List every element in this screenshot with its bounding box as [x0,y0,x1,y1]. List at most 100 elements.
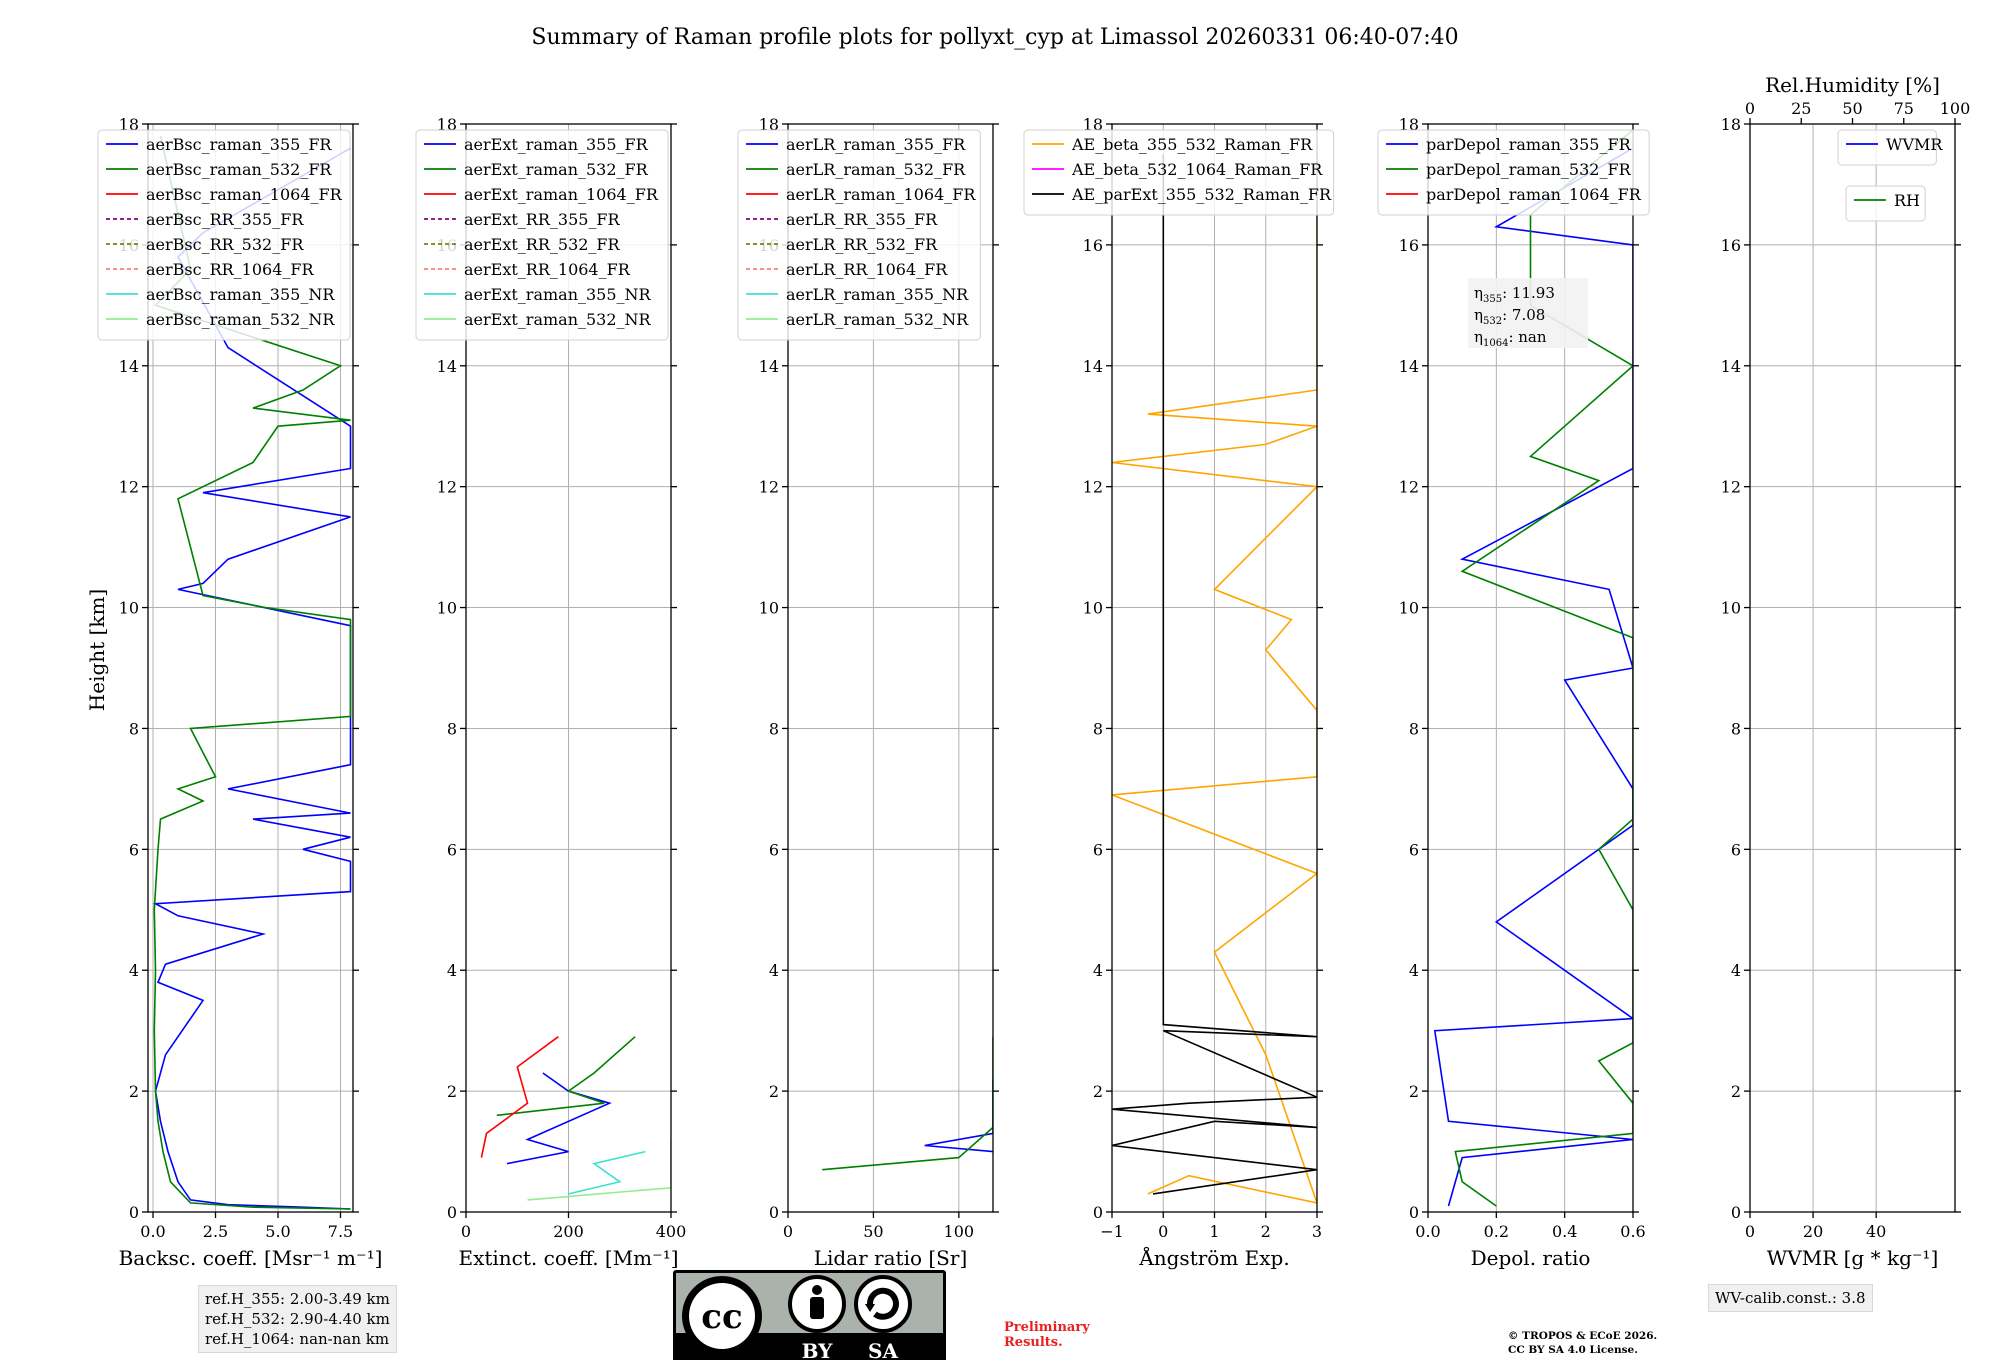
y-tick-label: 10 [759,599,779,618]
eta-box [1468,278,1588,348]
y-tick-label: 18 [1083,115,1103,134]
y-tick-label: 14 [1083,357,1103,376]
top-x-tick-label: 100 [1940,99,1971,118]
y-tick-label: 6 [769,840,779,859]
eta-line: η355: 11.93 [1474,284,1555,305]
series-line-parDepol_raman_532_FR [1454,129,1633,1207]
x-tick-label: 2 [1261,1222,1271,1241]
y-tick-label: 10 [1399,599,1419,618]
y-tick-label: 12 [437,478,457,497]
axes-frame [1427,123,1634,1213]
series-group [822,1036,993,1171]
y-tick-label: 6 [1409,840,1419,859]
cc-license-badge[interactable]: cc BY SA [673,1270,946,1360]
legend-label: aerLR_RR_532_FR [786,235,938,254]
y-tick-label: 14 [119,357,139,376]
y-tick-label: 18 [119,115,139,134]
legend-rh: RH [1845,185,1926,222]
series-group [152,135,352,1210]
legend-label: parDepol_raman_1064_FR [1426,185,1642,204]
figure-title: Summary of Raman profile plots for polly… [531,25,1458,50]
x-axis-label: Backsc. coeff. [Msr⁻¹ m⁻¹] [119,1246,383,1270]
legend-box [1023,129,1335,216]
eta-line: η532: 7.08 [1474,306,1545,327]
legend-label: aerBsc_raman_1064_FR [146,185,343,204]
x-tick-label: 400 [656,1222,687,1241]
y-tick-label: 4 [1409,961,1419,980]
x-tick-label: 50 [863,1222,883,1241]
series-line-aerExt_raman_532_NR [527,1139,671,1201]
x-tick-label: 0 [1158,1222,1168,1241]
y-tick-label: 4 [1093,961,1103,980]
cc-badge-text: cc [701,1297,742,1337]
x-tick-label: 0 [461,1222,471,1241]
x-tick-label: 5.0 [265,1222,290,1241]
y-tick-label: 0 [769,1203,779,1222]
x-tick-label: 0.0 [1415,1222,1440,1241]
x-tick-label: 40 [1866,1222,1886,1241]
y-tick-label: 2 [1409,1082,1419,1101]
legend-label: aerLR_raman_1064_FR [786,185,976,204]
y-tick-label: 6 [129,840,139,859]
legend-label: AE_beta_532_1064_Raman_FR [1071,160,1323,179]
x-tick-label: 200 [553,1222,584,1241]
y-tick-label: 8 [1093,719,1103,738]
top-x-tick-label: 50 [1842,99,1862,118]
top-axis-label: Rel.Humidity [%] [1765,73,1940,97]
series-line-aerExt_raman_355_NR [568,1150,646,1195]
series-line-aerBsc_raman_532_FR [153,135,352,1210]
sa-badge-text: SA [868,1339,898,1360]
legend: WVMR [1837,129,1943,166]
x-tick-label: 0.6 [1620,1222,1645,1241]
y-tick-label: 16 [1399,236,1419,255]
legend-label: aerLR_raman_355_NR [786,285,969,304]
series-line-aerBsc_raman_355_FR [152,147,352,1210]
x-tick-label: 0 [783,1222,793,1241]
series-line-aerLR_raman_532_FR [822,1036,993,1171]
legend-label: aerLR_RR_355_FR [786,210,938,229]
y-tick-label: 18 [437,115,457,134]
y-tick-label: 18 [1721,115,1741,134]
eta-line: η1064: nan [1474,328,1547,349]
y-tick-label: 4 [1731,961,1741,980]
y-tick-label: 10 [1721,599,1741,618]
y-tick-label: 12 [1083,478,1103,497]
x-tick-label: 0.4 [1552,1222,1577,1241]
preliminary-line1: Preliminary [1004,1320,1090,1335]
legend: aerLR_raman_355_FR aerLR_raman_532_FR aerL… [737,129,981,341]
y-tick-label: 2 [447,1082,457,1101]
y-tick-label: 0 [1093,1203,1103,1222]
y-tick-label: 6 [1731,840,1741,859]
y-tick-label: 2 [1731,1082,1741,1101]
panel-5: 0 2 4 6 8 10 12 14 16 18 0.0 0.2 0.4 0.6 Depol. ratio p… [1377,115,1650,1270]
legend-label: aerBsc_raman_532_FR [146,160,332,179]
legend-label: WVMR [1886,135,1943,154]
top-x-tick-label: 75 [1894,99,1914,118]
panel-3: 024681012141618050100Lidar ratio [Sr]aer… [737,115,999,1270]
series-group [480,1036,671,1201]
legend-label: aerBsc_RR_355_FR [146,210,304,229]
x-axis-label: WVMR [g * kg⁻¹] [1767,1246,1939,1270]
legend-label: aerExt_raman_355_NR [464,285,652,304]
y-tick-label: 0 [129,1203,139,1222]
legend-label: aerExt_RR_532_FR [464,235,621,254]
y-tick-label: 14 [1399,357,1419,376]
x-tick-label: 20 [1803,1222,1823,1241]
legend-label: aerBsc_raman_532_NR [146,310,335,329]
y-tick-label: 4 [769,961,779,980]
y-tick-label: 14 [437,357,457,376]
x-tick-label: 0 [1745,1222,1755,1241]
series-line-aerExt_raman_1064_FR [480,1036,559,1158]
axes-frame [1749,123,1956,1213]
copyright-line1: © TROPOS & ECoE 2026. [1508,1330,1658,1342]
legend-label: aerExt_raman_532_FR [464,160,649,179]
preliminary-line2: Results. [1004,1335,1063,1350]
y-tick-label: 6 [447,840,457,859]
legend-label: aerBsc_raman_355_NR [146,285,335,304]
x-axis-label: Ångström Exp. [1138,1245,1289,1270]
y-tick-label: 4 [129,961,139,980]
y-tick-label: 14 [1721,357,1741,376]
series-line-AE_parExt_355_532_Raman_FR [1112,154,1317,1195]
